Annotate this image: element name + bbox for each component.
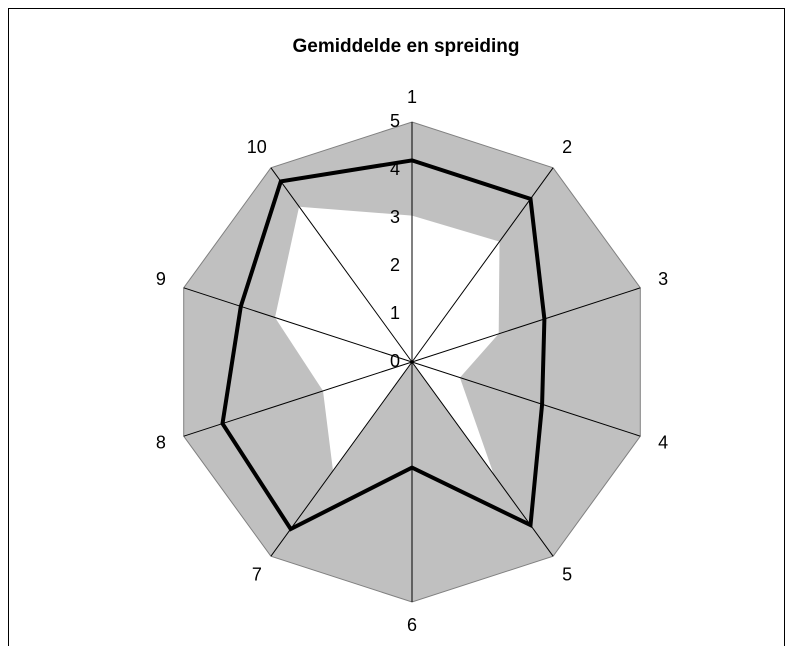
r-tick-label: 0 — [390, 351, 400, 371]
category-label: 10 — [247, 137, 267, 157]
labels: 1 2 3 4 5 6 7 8 9 10 0 1 2 3 4 5 — [156, 87, 668, 635]
line — [220, 158, 547, 532]
r-tick-label: 5 — [390, 111, 400, 131]
lines — [220, 158, 547, 532]
spoke — [183, 287, 413, 363]
r-tick-label: 4 — [390, 159, 400, 179]
spoke — [270, 167, 413, 363]
category-label: 9 — [156, 269, 166, 289]
area — [275, 206, 500, 475]
chart-title: Gemiddelde en spreiding — [293, 36, 520, 57]
r-tick-label: 3 — [390, 207, 400, 227]
r-tick-label: 1 — [390, 303, 400, 323]
category-label: 1 — [407, 87, 417, 107]
category-label: 3 — [658, 269, 668, 289]
category-label: 6 — [407, 615, 417, 635]
r-tick-label: 2 — [390, 255, 400, 275]
spoke — [411, 361, 641, 437]
category-label: 7 — [252, 564, 262, 584]
spoke — [411, 287, 641, 363]
category-label: 8 — [156, 432, 166, 452]
spoke — [270, 361, 413, 557]
category-label: 2 — [562, 137, 572, 157]
category-label: 4 — [658, 432, 668, 452]
category-label: 5 — [562, 564, 572, 584]
